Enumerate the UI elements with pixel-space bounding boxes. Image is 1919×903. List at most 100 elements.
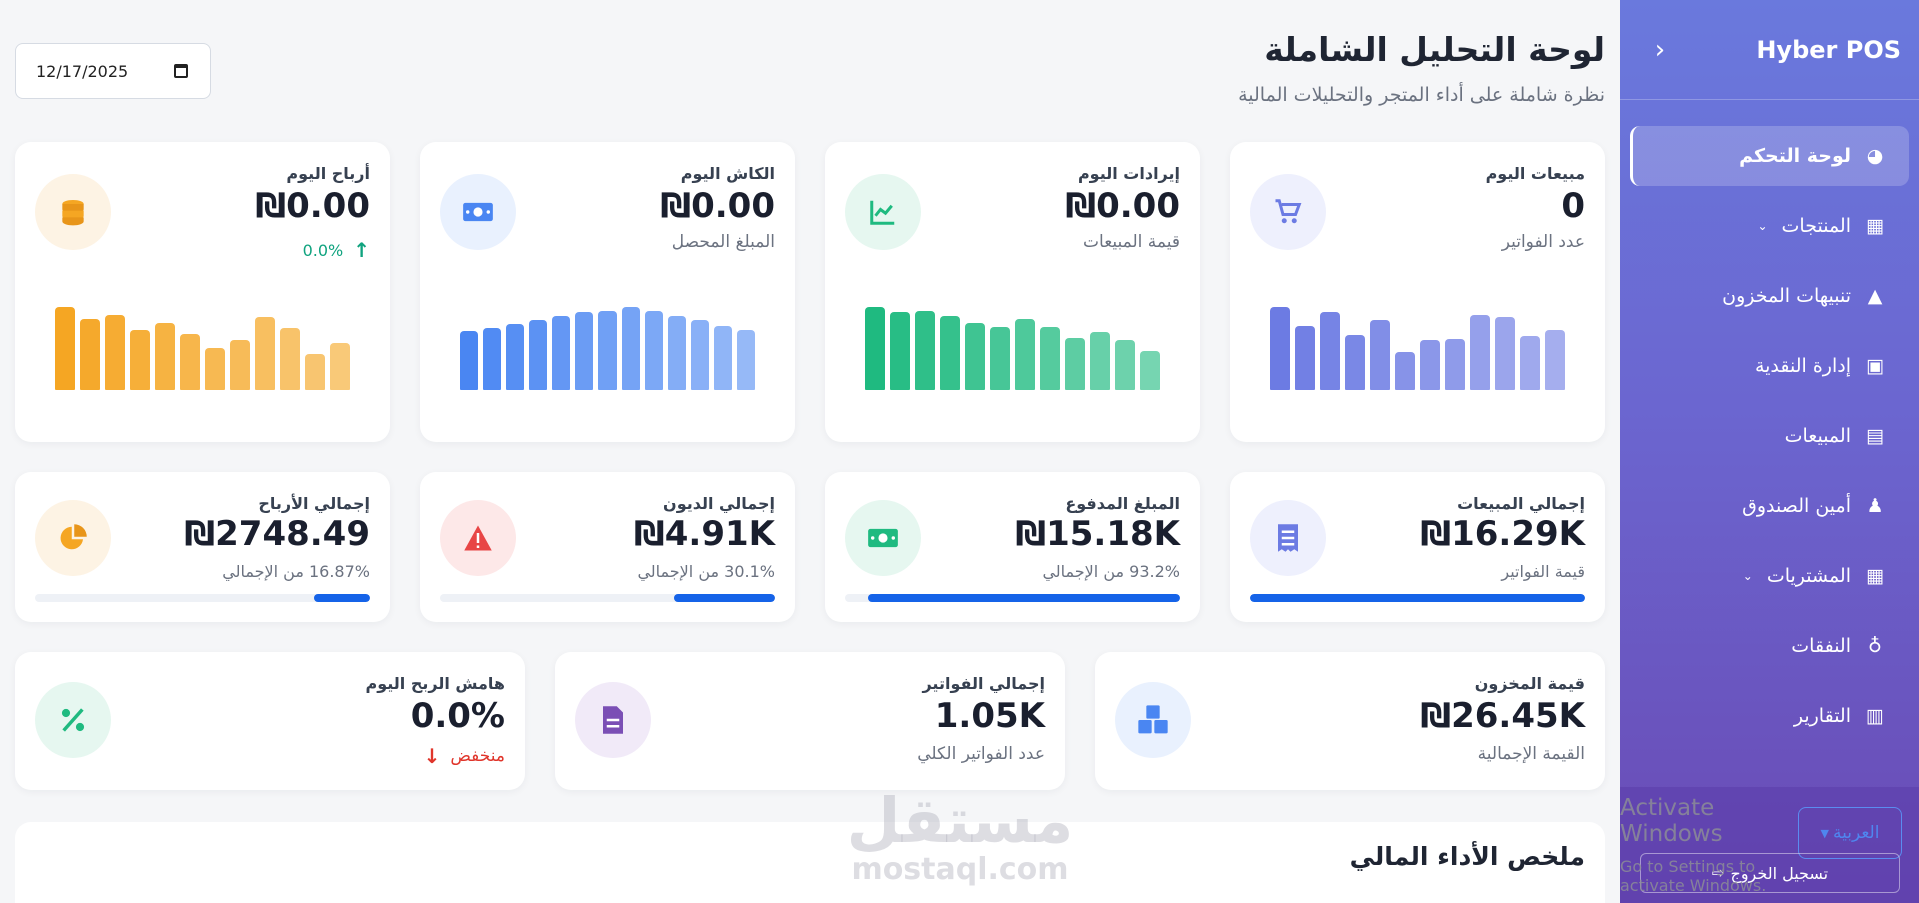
alert-icon [440, 500, 516, 576]
arrow-up-icon: ↑ [353, 238, 370, 262]
card-title: إجمالي الديون [663, 494, 775, 513]
chart-bar [80, 318, 100, 390]
chart-bar [155, 322, 175, 390]
trend-value: 0.0% [302, 240, 344, 260]
card-subtitle: عدد الفواتير [1501, 232, 1585, 252]
card-total-invoices: إجمالي الفواتير 1.05K عدد الفواتير الكلي [555, 652, 1065, 790]
chevron-down-icon: ⌄ [1742, 569, 1753, 583]
sidebar-item-label: المشتريات [1766, 565, 1851, 587]
card-inventory-value: قيمة المخزون ₪26.45K القيمة الإجمالية [1095, 652, 1605, 790]
card-value: ₪0.00 [1065, 186, 1180, 226]
chart-bar [280, 328, 300, 390]
mini-bar-chart [55, 304, 350, 390]
cart-icon [1250, 174, 1326, 250]
chart-bar [230, 340, 250, 390]
mini-bar-chart [460, 304, 756, 390]
sidebar-item[interactable]: ▦ المشتريات ⌄ [1630, 546, 1909, 606]
card-today-profit: أرباح اليوم ₪0.00 ↑ 0.0% [15, 142, 390, 442]
sidebar-item[interactable]: ◕ لوحة التحكم [1630, 126, 1909, 186]
chart-bar [1395, 352, 1415, 390]
chart-bar [1370, 320, 1390, 390]
card-total-debts: إجمالي الديون ₪4.91K 30.1% من الإجمالي [420, 472, 795, 622]
chart-bar [1345, 334, 1365, 390]
sidebar-menu: ◕ لوحة التحكم ▦ المنتجات ⌄ ▲ تنبيهات المخزون ▣ إ… [1620, 100, 1919, 746]
chart-icon: ▥ [1866, 705, 1884, 727]
sidebar-item-label: التقارير [1793, 705, 1851, 727]
card-title: مبيعات اليوم [1485, 164, 1585, 183]
pie-chart-icon [35, 500, 111, 576]
sidebar-item-label: لوحة التحكم [1739, 145, 1851, 167]
receipt-icon [1250, 500, 1326, 576]
user-tie-icon: ♟ [1866, 495, 1884, 517]
sidebar-item-label: النفقات [1791, 635, 1851, 657]
trend-label: منخفض [450, 746, 505, 766]
watermark-title: Activate Windows [1620, 795, 1723, 847]
card-value: 1.05K [934, 696, 1045, 736]
card-title: إجمالي الفواتير [922, 674, 1045, 693]
page-title: لوحة التحليل الشاملة [1264, 30, 1605, 69]
card-title: إجمالي الأرباح [258, 494, 370, 513]
file-icon [575, 682, 651, 758]
chart-bar [667, 316, 686, 390]
date-value: 12/17/2025 [36, 61, 129, 81]
chart-bar [915, 310, 935, 390]
watermark-subtitle: Go to Settings to activate Windows. [1620, 857, 1767, 895]
sidebar-item[interactable]: ♁ النفقات [1630, 616, 1909, 676]
chart-bar [330, 342, 350, 390]
card-subtitle: 93.2% من الإجمالي [1042, 562, 1180, 581]
logout-label: تسجيل الخروج [1730, 863, 1829, 883]
chart-bar [1140, 351, 1160, 390]
sidebar-item[interactable]: ▣ إدارة النقدية [1630, 336, 1909, 396]
logout-button[interactable]: تسجيل الخروج ⇨ [1640, 853, 1900, 893]
mini-bar-chart [1270, 304, 1565, 390]
coins-icon [35, 174, 111, 250]
chart-bar [1320, 312, 1340, 390]
progress-fill [313, 594, 370, 602]
language-label: العربية [1833, 823, 1880, 843]
chart-bar [575, 312, 594, 390]
card-title: قيمة المخزون [1474, 674, 1585, 693]
calendar-icon[interactable] [174, 64, 188, 78]
card-today-sales: مبيعات اليوم 0 عدد الفواتير [1230, 142, 1605, 442]
chart-bar [55, 306, 75, 390]
progress-bar [35, 594, 370, 602]
chart-bar [1520, 336, 1540, 390]
sidebar-item[interactable]: ▦ المنتجات ⌄ [1630, 196, 1909, 256]
chart-bar [506, 324, 525, 390]
chart-bar [644, 310, 663, 390]
sidebar-item-label: المنتجات [1781, 215, 1851, 237]
card-total-paid: المبلغ المدفوع ₪15.18K 93.2% من الإجمالي [825, 472, 1200, 622]
boxes-icon [1115, 682, 1191, 758]
sign-out-icon: ⇨ [1711, 864, 1725, 882]
sidebar-item[interactable]: ▤ المبيعات [1630, 406, 1909, 466]
chart-bar [965, 322, 985, 390]
chart-bar [1270, 306, 1290, 390]
chart-bar [1420, 340, 1440, 390]
mini-bar-chart [865, 304, 1160, 390]
sidebar-item[interactable]: ▥ التقارير [1630, 686, 1909, 746]
chevron-left-icon[interactable]: ‹ [1654, 34, 1666, 65]
progress-bar [845, 594, 1180, 602]
card-value: ₪26.45K [1420, 696, 1585, 736]
chart-bar [990, 326, 1010, 390]
card-value: ₪0.00 [255, 186, 370, 226]
chart-bar [1445, 338, 1465, 390]
chevron-down-icon: ▼ [1820, 826, 1829, 840]
card-value: ₪16.29K [1420, 514, 1585, 554]
financial-summary-panel: ملخص الأداء المالي [15, 822, 1605, 903]
chart-bar [180, 333, 200, 390]
card-today-revenue: إيرادات اليوم ₪0.00 قيمة المبيعات [825, 142, 1200, 442]
sidebar-item-label: تنبيهات المخزون [1722, 285, 1851, 307]
card-title: إجمالي المبيعات [1457, 494, 1585, 513]
sidebar-item[interactable]: ♟ أمين الصندوق [1630, 476, 1909, 536]
card-subtitle: القيمة الإجمالية [1477, 744, 1585, 764]
progress-fill [674, 594, 775, 602]
sidebar-item[interactable]: ▲ تنبيهات المخزون [1630, 266, 1909, 326]
sidebar: Hyber POS ‹ ◕ لوحة التحكم ▦ المنتجات ⌄ ▲ تنبيه… [1620, 0, 1919, 903]
trend-indicator: ↑ 0.0% [303, 238, 370, 262]
language-select[interactable]: العربية ▼ [1798, 807, 1902, 859]
progress-bar [1250, 594, 1585, 602]
chart-bar [552, 316, 571, 390]
chart-bar [1015, 318, 1035, 390]
date-picker[interactable]: 12/17/2025 [15, 43, 211, 99]
